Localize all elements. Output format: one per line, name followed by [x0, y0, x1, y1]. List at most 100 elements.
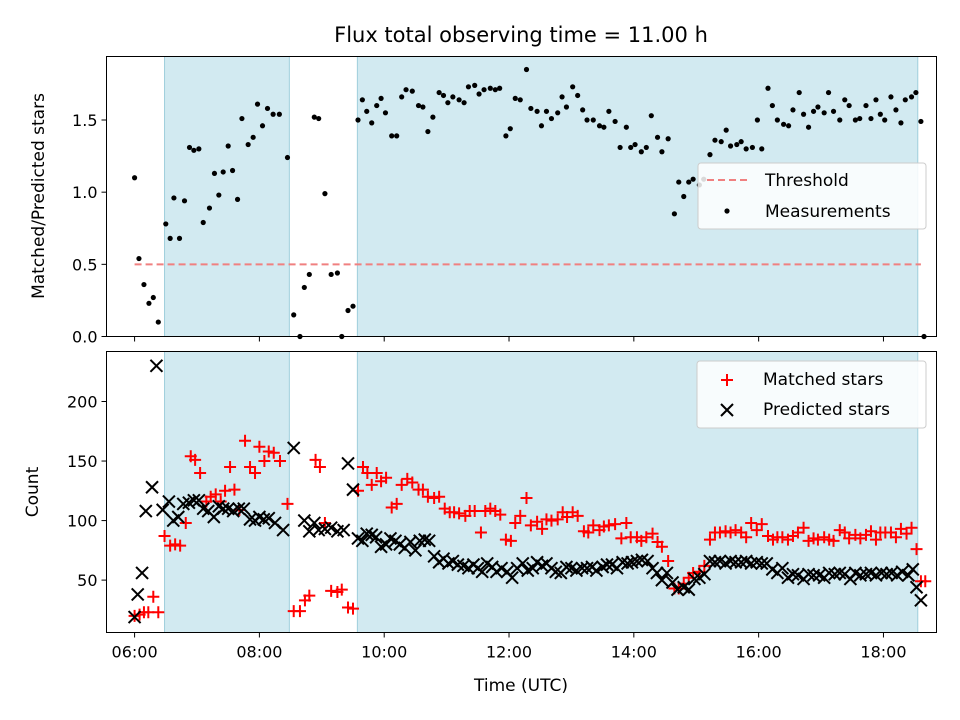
bottom-panel: 50 100 150 200 06:00 08:00 10:00 12:00 14:00 16:… [23, 351, 937, 696]
measurement-point-46 [369, 120, 375, 126]
predicted-star-point-117 [728, 555, 743, 569]
matched-star-point-54 [406, 476, 419, 489]
measurement-point-19 [225, 143, 231, 149]
measurements-points [131, 66, 927, 340]
measurement-point-5 [155, 319, 161, 325]
matched-star-point-150 [905, 521, 918, 534]
measurement-point-4 [150, 294, 156, 301]
measurement-point-65 [465, 84, 472, 90]
matched-star-point-18 [219, 484, 232, 497]
measurement-point-90 [596, 123, 603, 129]
measurement-point-9 [176, 235, 183, 241]
measurement-point-139 [852, 117, 858, 123]
measurement-point-31 [291, 312, 297, 318]
matched-star-point-86 [571, 509, 584, 522]
predicted-star-point-45 [369, 530, 383, 544]
measurement-point-126 [785, 123, 792, 129]
bottom-x-tick-label-0: 06:00 [112, 643, 158, 662]
top-axes-frame [106, 56, 937, 337]
measurement-point-22 [239, 115, 245, 122]
matched-star-point-118 [740, 531, 753, 544]
matched-star-point-135 [827, 534, 840, 547]
matched-star-point-138 [843, 532, 856, 545]
matched-star-point-66 [468, 505, 481, 518]
measurement-point-30 [284, 154, 291, 161]
bottom-y-tick-label-1: 100 [67, 512, 98, 531]
matched-star-point-56 [416, 483, 429, 496]
predicted-star-point-105 [665, 575, 680, 590]
top-legend: Threshold Measurements [697, 162, 927, 230]
measurement-point-54 [409, 88, 415, 94]
measurement-point-107 [686, 179, 692, 185]
measurement-point-82 [555, 110, 561, 116]
measurement-point-93 [612, 118, 618, 125]
bottom-legend: Matched stars Predicted stars [696, 360, 927, 429]
bottom-x-ticks: 06:00 08:00 10:00 12:00 14:00 16:00 18:00 [112, 632, 907, 662]
matched-star-point-111 [703, 533, 716, 546]
measurement-point-41 [345, 307, 351, 314]
measurement-point-150 [908, 94, 915, 100]
measurement-point-20 [229, 167, 236, 174]
measurement-point-51 [394, 133, 400, 139]
matched-star-point-151 [910, 543, 923, 556]
measurement-point-59 [436, 89, 442, 96]
predicted-star-point-90 [589, 563, 604, 578]
measurement-point-145 [882, 117, 888, 123]
top-y-tick-label-2: 1.0 [72, 183, 97, 202]
matched-star-point-125 [776, 531, 789, 544]
predicted-star-point-27 [262, 511, 276, 525]
predicted-star-point-97 [625, 555, 639, 569]
measurement-point-121 [759, 146, 765, 152]
measurement-point-149 [902, 97, 908, 103]
matched-star-point-47 [370, 466, 383, 479]
measurement-point-119 [749, 144, 756, 151]
measurement-point-114 [723, 127, 729, 133]
measurement-point-138 [846, 102, 852, 109]
measurement-point-87 [580, 107, 586, 113]
measurement-point-131 [810, 108, 817, 114]
measurement-point-123 [769, 102, 775, 109]
matched-star-point-30 [281, 497, 294, 510]
matched-star-point-77 [524, 519, 537, 532]
measurement-point-44 [359, 97, 365, 103]
measurement-point-73 [507, 126, 513, 132]
measurement-point-12 [191, 147, 197, 153]
predicted-star-point-9 [171, 510, 185, 524]
measurement-point-100 [648, 113, 654, 119]
legend-predicted-swatch [720, 403, 734, 417]
top-y-tick-label-3: 1.5 [72, 111, 97, 130]
bottom-x-tick-label-6: 18:00 [860, 643, 906, 662]
measurement-point-91 [601, 124, 607, 130]
bottom-shaded-span-0 [164, 351, 290, 633]
measurement-point-118 [743, 146, 749, 152]
predicted-star-point-131 [801, 567, 816, 581]
measurement-point-45 [364, 108, 370, 114]
measurement-point-33 [301, 284, 307, 291]
measurement-point-36 [316, 115, 322, 122]
predicted-star-point-122 [755, 556, 769, 571]
measurement-point-144 [877, 111, 883, 117]
measurement-point-55 [415, 102, 422, 109]
predicted-star-point-146 [879, 567, 894, 581]
predicted-stars-points [127, 359, 928, 624]
bottom-x-tick-label-3: 12:00 [486, 643, 532, 662]
legend-threshold-label: Threshold [764, 171, 849, 191]
predicted-star-point-31 [297, 513, 312, 528]
matched-star-point-36 [313, 460, 326, 473]
predicted-star-point-153 [914, 593, 928, 608]
measurement-point-117 [738, 139, 744, 145]
predicted-star-point-73 [505, 571, 519, 585]
measurement-point-102 [659, 149, 665, 155]
matched-star-point-6 [158, 530, 171, 543]
matched-star-point-26 [258, 455, 271, 468]
measurement-point-2 [141, 281, 147, 288]
measurement-point-96 [628, 144, 634, 151]
predicted-star-point-152 [909, 580, 924, 594]
matched-star-point-35 [309, 453, 322, 466]
matched-star-point-5 [152, 606, 165, 619]
matched-star-point-38 [325, 584, 338, 597]
predicted-star-point-132 [806, 568, 821, 583]
measurement-point-80 [543, 108, 550, 114]
